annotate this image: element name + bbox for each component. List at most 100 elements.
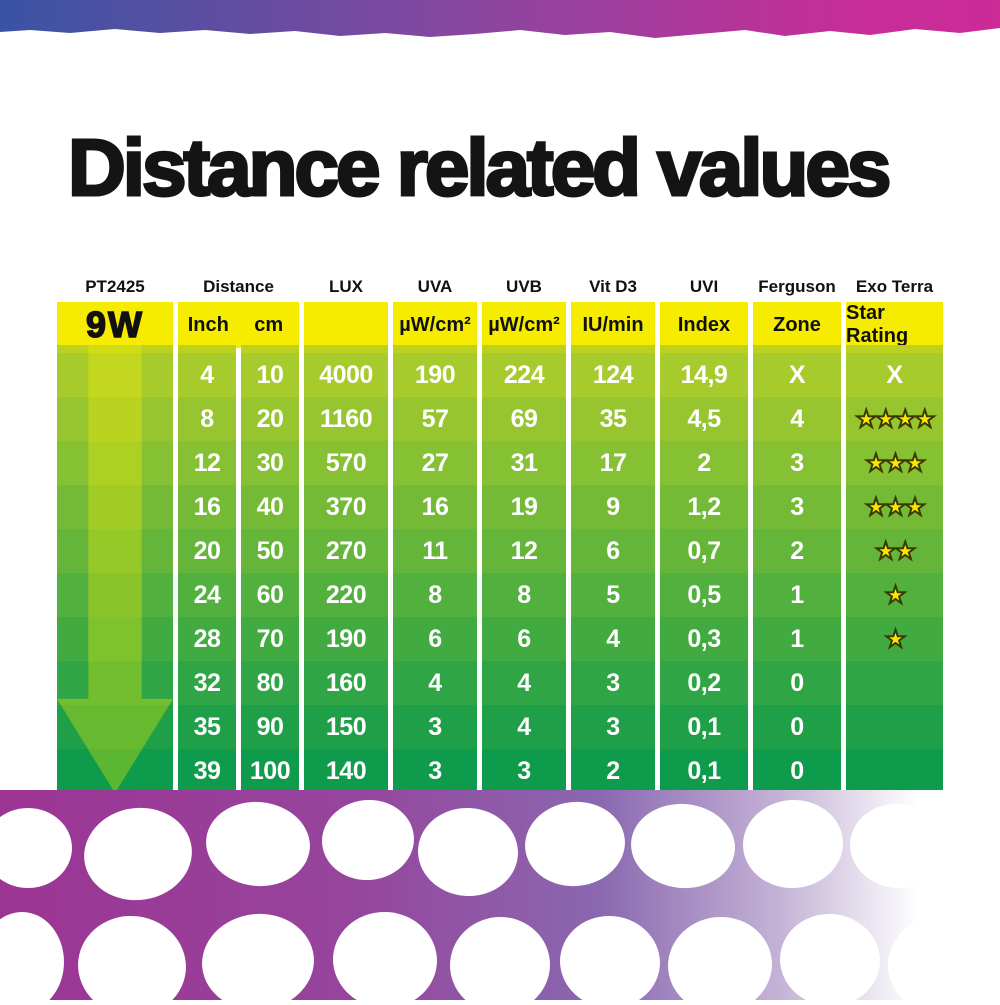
- cell-uva-row9: 3: [393, 705, 477, 749]
- cell-vit_d3-row7: 4: [571, 617, 655, 661]
- table-column-group-labels: PT2425 Distance LUX UVA UVB Vit D3 UVI Ferguson…: [57, 272, 943, 302]
- cell-lux-row3: 570: [304, 441, 388, 485]
- cell-cm-row3: 30: [241, 441, 299, 485]
- cell-inch-row1: 4: [178, 353, 236, 397]
- cell-lux-row1: 4000: [304, 353, 388, 397]
- cell-lux-row7: 190: [304, 617, 388, 661]
- transition-strip: [304, 345, 388, 353]
- arrow-column-band-row8: [57, 661, 173, 705]
- arrow-column-band-row10: [57, 749, 173, 793]
- cell-vit_d3-row5: 6: [571, 529, 655, 573]
- cell-uvi-row8: 0,2: [660, 661, 748, 705]
- cell-uva-row8: 4: [393, 661, 477, 705]
- cell-inch-row10: 39: [178, 749, 236, 793]
- cell-vit_d3-row4: 9: [571, 485, 655, 529]
- cell-cm-row1: 10: [241, 353, 299, 397]
- cell-cm-row8: 80: [241, 661, 299, 705]
- top-banner: [0, 0, 1000, 46]
- cell-uvi-row9: 0,1: [660, 705, 748, 749]
- column-group-label-distance: Distance: [203, 277, 274, 296]
- cell-uvi-row1: 14,9: [660, 353, 748, 397]
- cell-inch-row4: 16: [178, 485, 236, 529]
- cell-uvb-row6: 8: [482, 573, 566, 617]
- cell-inch-row3: 12: [178, 441, 236, 485]
- column-group-label-pt2425: PT2425: [85, 277, 145, 296]
- cell-ferguson-row10: 0: [753, 749, 841, 793]
- cell-uvb-row2: 69: [482, 397, 566, 441]
- cell-ferguson-row5: 2: [753, 529, 841, 573]
- cell-uvi-row10: 0,1: [660, 749, 748, 793]
- cell-ferguson-row7: 1: [753, 617, 841, 661]
- arrow-column-band-row5: [57, 529, 173, 573]
- column-group-label-uva: UVA: [417, 277, 453, 296]
- cell-lux-row4: 370: [304, 485, 388, 529]
- unit-label-lux: [304, 302, 388, 348]
- transition-strip: [660, 345, 748, 353]
- star-rating-icons: ★★★: [865, 449, 927, 477]
- column-group-label-uvb: UVB: [506, 277, 542, 296]
- cell-vit_d3-row6: 5: [571, 573, 655, 617]
- cell-uvi-row4: 1,2: [660, 485, 748, 529]
- cell-star_rating-row1: X: [846, 353, 943, 397]
- cell-cm-row2: 20: [241, 397, 299, 441]
- cell-uva-row3: 27: [393, 441, 477, 485]
- transition-strip: [846, 345, 943, 353]
- cell-ferguson-row8: 0: [753, 661, 841, 705]
- cell-uvb-row10: 3: [482, 749, 566, 793]
- unit-label-ferguson: Zone: [753, 302, 841, 348]
- cell-uvb-row5: 12: [482, 529, 566, 573]
- arrow-column-band-row7: [57, 617, 173, 661]
- cell-lux-row5: 270: [304, 529, 388, 573]
- cell-uvb-row3: 31: [482, 441, 566, 485]
- cell-cm-row4: 40: [241, 485, 299, 529]
- unit-label-uvi: Index: [660, 302, 748, 348]
- transition-strip: [571, 345, 655, 353]
- transition-strip: [393, 345, 477, 353]
- unit-label-star_rating: Star Rating: [846, 302, 943, 348]
- star-rating-icons: ★: [884, 625, 907, 653]
- star-rating-icons: ★: [884, 581, 907, 609]
- cell-cm-row7: 70: [241, 617, 299, 661]
- cell-uvi-row6: 0,5: [660, 573, 748, 617]
- unit-label-uva: µW/cm²: [393, 302, 477, 348]
- unit-label-inch: Inch: [187, 313, 229, 336]
- transition-strip: [178, 345, 236, 353]
- cell-uvb-row4: 19: [482, 485, 566, 529]
- table-unit-row: 9W Inch cm µW/cm² µW/cm² IU/min Index Zone Star …: [57, 302, 943, 348]
- arrow-column-band-row6: [57, 573, 173, 617]
- unit-label-vit_d3: IU/min: [571, 302, 655, 348]
- cell-lux-row9: 150: [304, 705, 388, 749]
- column-group-label-vit-d3: Vit D3: [589, 277, 637, 296]
- star-rating-icons: ★★★: [865, 493, 927, 521]
- arrow-column-band-row2: [57, 397, 173, 441]
- transition-strip: [57, 345, 173, 353]
- cell-star_rating-row8: [846, 661, 943, 705]
- arrow-column-band-row3: [57, 441, 173, 485]
- cell-inch-row8: 32: [178, 661, 236, 705]
- cell-lux-row10: 140: [304, 749, 388, 793]
- cell-lux-row2: 1160: [304, 397, 388, 441]
- cell-star_rating-row5: ★★: [846, 529, 943, 573]
- cell-inch-row6: 24: [178, 573, 236, 617]
- cell-star_rating-row10: [846, 749, 943, 793]
- distance-units-box: Inch cm: [178, 302, 299, 348]
- cell-cm-row9: 90: [241, 705, 299, 749]
- bottom-mesh-decoration: [0, 790, 1000, 1005]
- arrow-column-band-row9: [57, 705, 173, 749]
- cell-vit_d3-row10: 2: [571, 749, 655, 793]
- cell-star_rating-row4: ★★★: [846, 485, 943, 529]
- arrow-column-band-row4: [57, 485, 173, 529]
- transition-strip: [241, 345, 299, 353]
- cell-star_rating-row9: [846, 705, 943, 749]
- cell-star_rating-row2: ★★★★: [846, 397, 943, 441]
- cell-vit_d3-row9: 3: [571, 705, 655, 749]
- cell-vit_d3-row3: 17: [571, 441, 655, 485]
- cell-inch-row2: 8: [178, 397, 236, 441]
- wattage-header-box: 9W: [57, 302, 173, 348]
- cell-ferguson-row4: 3: [753, 485, 841, 529]
- mesh-graphic: [0, 790, 1000, 1005]
- transition-strip: [753, 345, 841, 353]
- cell-vit_d3-row1: 124: [571, 353, 655, 397]
- cell-ferguson-row6: 1: [753, 573, 841, 617]
- cell-cm-row5: 50: [241, 529, 299, 573]
